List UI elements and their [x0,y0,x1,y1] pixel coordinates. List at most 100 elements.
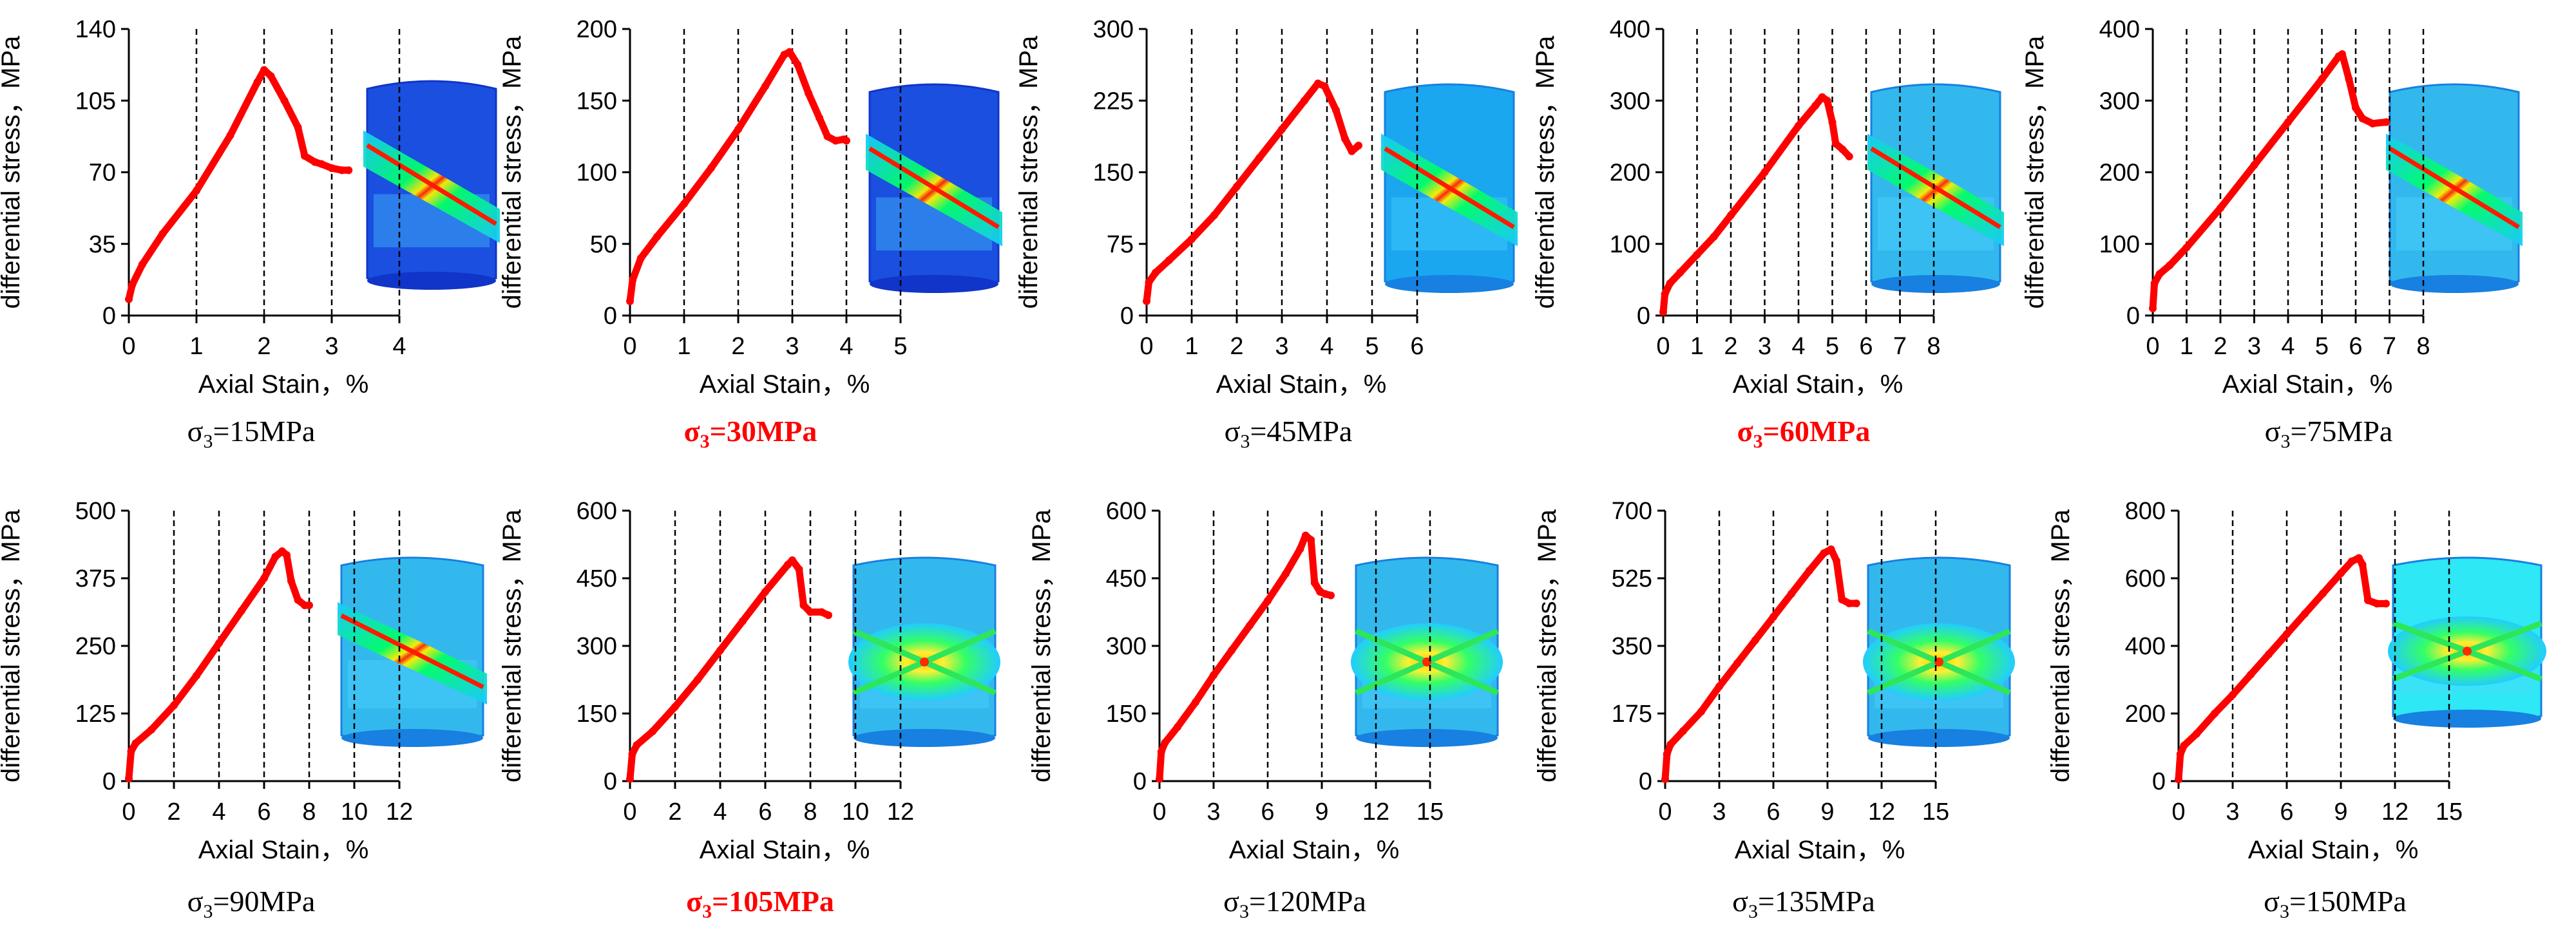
x-tick-label: 6 [1766,798,1780,826]
x-tick-label: 1 [2180,333,2193,360]
curve-point [1666,741,1675,748]
curve-point [170,701,178,710]
y-tick-label: 0 [2126,303,2140,330]
curve-point [843,137,850,145]
y-tick-label: 400 [2125,633,2166,660]
curve-point [825,611,832,619]
x-tick-label: 6 [2349,333,2362,360]
curve-point [1845,600,1853,607]
curve-point [1827,545,1835,553]
x-tick-label: 6 [2280,798,2293,826]
curve-point [1697,708,1705,715]
confining-pressure-caption: σ3=45MPa [1225,415,1353,452]
curve-point [2180,741,2188,750]
curve-point [125,295,133,303]
curve-point [1710,232,1718,241]
x-tick-label: 2 [1230,333,1243,360]
y-tick-label: 0 [604,768,617,795]
caption-subscript: 3 [2280,431,2290,452]
curve-point [267,72,275,80]
x-tick-label: 9 [2334,798,2347,826]
curve-point [626,297,634,305]
y-axis-title: differential stress，MPa [0,35,25,309]
curve-point [1188,235,1196,243]
x-tick-label: 10 [842,798,869,826]
x-tick-label: 3 [1207,798,1220,826]
curve-point [2345,75,2353,83]
shear-band-core [1384,146,1515,229]
curve-point [2355,554,2363,562]
x-tick-label: 3 [785,333,799,360]
curve-point [318,160,326,168]
curve-point [817,608,826,616]
y-tick-label: 0 [1133,768,1147,795]
curve-point [1143,297,1150,305]
x-tick-label: 8 [2416,333,2430,360]
curve-point [328,164,336,173]
x-tick-label: 15 [1417,798,1444,826]
specimen-base [1356,729,1498,747]
stress-strain-curve [1143,80,1362,305]
curve-point [2382,118,2390,126]
curve-point [649,728,656,735]
specimen-contour-image [866,83,1002,293]
shear-band-core [366,143,497,226]
x-axis-title: Axial Stain，% [700,370,870,399]
x-tick-label: 2 [257,333,271,360]
curve-point [2382,600,2390,608]
y-axis-title: differential stress，MPa [498,509,526,782]
curve-point [694,676,701,684]
specimen-contour-image [1867,83,2004,293]
caption-subscript: 3 [1753,431,1763,452]
curve-point [805,90,813,98]
y-tick-label: 500 [75,498,116,525]
curve-point [1666,279,1674,287]
x-tick-label: 6 [758,798,772,826]
curve-point [1833,557,1840,565]
stress-strain-curve [2175,554,2390,783]
curve-point [832,137,840,145]
x-tick-label: 6 [257,798,271,826]
x-tick-label: 0 [1658,798,1672,826]
curve-point [1760,168,1769,176]
x-tick-label: 8 [803,798,817,826]
caption-value: =15MPa [213,415,315,448]
confining-pressure-caption: σ3=135MPa [1732,885,1875,922]
specimen-contour-image [338,556,487,747]
curve-point [1355,141,1362,149]
curve-point [806,608,814,616]
curve-point [226,131,234,140]
shear-band-core [868,146,1000,229]
x-tick-label: 12 [386,798,413,826]
curve-point [287,577,295,585]
caption-subscript: 3 [2280,901,2289,922]
curve-point [1278,125,1286,133]
curve-point [785,48,794,56]
x-axis-title: Axial Stain，% [198,836,369,864]
specimen-base [2390,275,2519,293]
caption-subscript: 3 [1748,901,1758,922]
curve-point [1828,118,1837,126]
y-tick-label: 350 [1612,633,1652,660]
specimen-base [367,272,496,290]
x-tick-label: 0 [122,798,135,826]
x-tick-label: 10 [341,798,368,826]
curve-point [1770,613,1777,621]
shear-band-core [1870,146,2001,229]
x-tick-label: 4 [2281,333,2295,360]
x-tick-label: 6 [1859,333,1873,360]
y-axis-title: differential stress，MPa [498,35,526,309]
curve-point [2369,119,2377,128]
confining-pressure-caption: σ3=120MPa [1223,885,1366,922]
x-tick-label: 0 [1152,798,1166,826]
curve-point [2283,630,2291,638]
x-axis-title: Axial Stain，% [2248,836,2419,864]
x-tick-label: 4 [1320,333,1333,360]
x-tick-label: 4 [839,333,853,360]
y-tick-label: 400 [1610,16,1650,43]
y-tick-label: 175 [1612,701,1652,728]
curve-point [671,703,679,711]
x-tick-label: 1 [189,333,203,360]
y-axis-title: differential stress，MPa [1531,35,1560,309]
